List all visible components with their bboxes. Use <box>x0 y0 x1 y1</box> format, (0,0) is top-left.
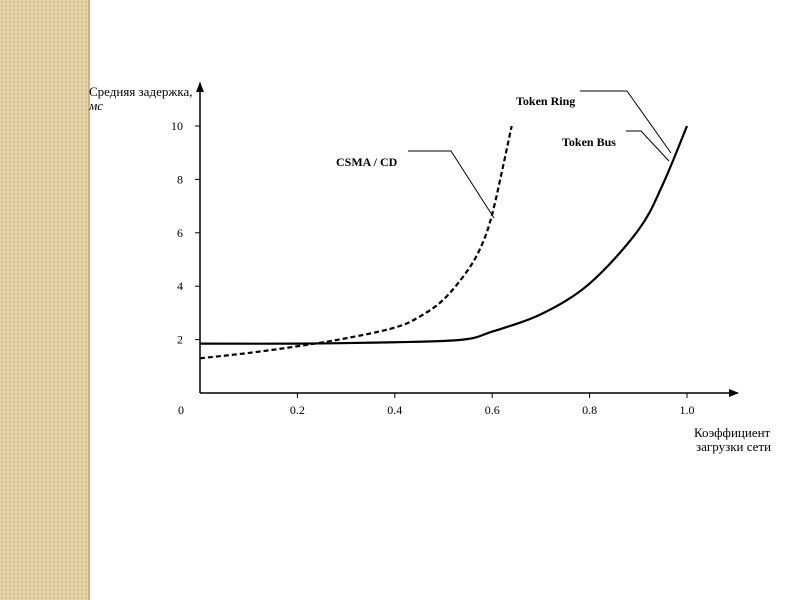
x-axis-label-line1: Коэффициент <box>694 425 771 440</box>
y-tick-label: 4 <box>177 279 183 293</box>
y-tick-label: 8 <box>177 172 183 186</box>
y-axis-label: Средняя задержка, <box>89 84 192 99</box>
y-tick-label: 10 <box>171 119 183 133</box>
x-tick-label: 0.8 <box>582 403 597 417</box>
series-line-token-ring <box>199 125 689 345</box>
side-decoration-strip <box>0 0 90 600</box>
leader-token-ring <box>580 90 672 154</box>
x-tick-label: 0.2 <box>290 403 305 417</box>
y-axis-unit: мс <box>88 98 103 113</box>
x-tick-label: 1.0 <box>680 403 695 417</box>
x-tick-label: 0.6 <box>485 403 500 417</box>
origin-label: 0 <box>178 403 184 417</box>
label-csma-cd: CSMA / CD <box>336 155 398 169</box>
leader-csma-cd <box>408 150 495 219</box>
y-tick-label: 2 <box>177 333 183 347</box>
label-token-bus: Token Bus <box>562 135 616 149</box>
series-layer <box>199 125 689 360</box>
x-axis-label-line2: загрузки сети <box>696 439 771 454</box>
y-ticks: 2 4 6 8 10 <box>171 119 200 347</box>
x-tick-label: 0.4 <box>387 403 402 417</box>
y-tick-label: 6 <box>177 226 183 240</box>
leader-token-bus <box>626 130 670 162</box>
x-ticks: 0.2 0.4 0.6 0.8 1.0 <box>290 393 695 417</box>
label-token-ring: Token Ring <box>516 94 575 108</box>
